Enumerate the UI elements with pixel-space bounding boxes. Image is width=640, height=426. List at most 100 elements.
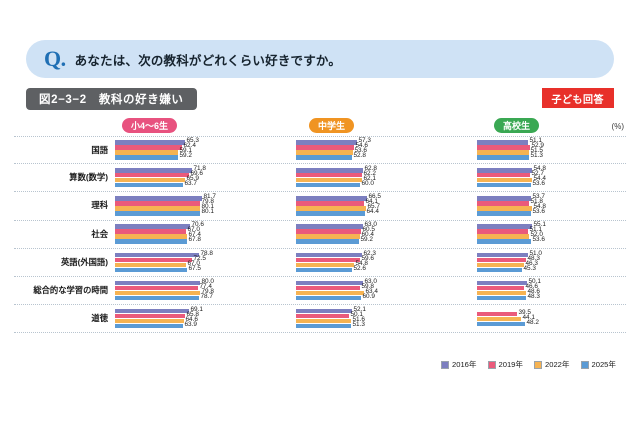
bar-group-2: 57.3 54.6 53.6 52.8	[296, 137, 477, 162]
bar-2022年	[115, 178, 185, 183]
bar-2019年	[477, 173, 530, 178]
row-groups: 65.3 62.4 59.1 59.2 57.3 54.6 53.6 52.8 51.1 52.9…	[115, 137, 640, 163]
bar-2025年	[296, 267, 352, 273]
row-label-2: 算数(数学)	[69, 172, 108, 183]
chart-container: 小4〜6生 中学生 高校生 (%) 国語 65.3 62.4 59.1 59.2 57.3…	[14, 116, 626, 361]
bar-line: 59.2	[115, 152, 296, 160]
legend-label: 2022年	[545, 360, 570, 369]
bar-line: 64.4	[296, 208, 477, 216]
bar-value-label: 67.5	[188, 264, 201, 272]
bar-line: 51.1	[477, 227, 640, 234]
group-pill-junior: 中学生	[309, 118, 355, 133]
bar-2022年	[477, 178, 532, 183]
bar-line: 59.8	[296, 283, 477, 291]
bar-value-label: 51.3	[530, 152, 543, 160]
bar-line: 63.0	[296, 222, 477, 229]
bar-value-label: 60.0	[361, 180, 374, 188]
bar-value-label: 78.7	[200, 292, 213, 300]
bar-value-label: 80.1	[201, 208, 214, 216]
bar-value-label: 64.4	[366, 208, 379, 216]
bar-group-2: 62.3 59.6 54.8 52.6	[296, 249, 477, 274]
bar-line: 80.0	[115, 278, 296, 286]
bar-line: 77.4	[115, 283, 296, 291]
table-row: 総合的な学習の時間 80.0 77.4 79.8 78.7 63.0 59.8 63.4 60.…	[14, 277, 626, 306]
bar-line: 53.6	[477, 180, 640, 188]
bar-value-label: 59.2	[179, 152, 192, 160]
bar-2025年	[296, 155, 352, 160]
bar-value-label: 62.3	[363, 249, 376, 257]
bar-value-label: 71.8	[193, 165, 206, 173]
bar-2016年	[296, 224, 363, 229]
bar-value-label: 51.3	[352, 321, 365, 328]
bar-line: 60.0	[296, 180, 477, 188]
question-marker: Q.	[44, 46, 66, 71]
bar-2016年	[296, 280, 363, 286]
bar-2025年	[477, 211, 531, 216]
bar-2019年	[477, 257, 526, 263]
bar-2025年	[477, 321, 525, 326]
bar-2025年	[115, 155, 178, 160]
bar-value-label: 53.7	[532, 193, 545, 201]
bar-value-label: 52.9	[531, 142, 544, 150]
bar-2025年	[296, 324, 351, 329]
bar-group-3: 54.8 52.7 54.4 53.6	[477, 165, 640, 189]
bar-line: 48.2	[477, 319, 640, 326]
bar-group-2: 52.1 50.1 51.6 51.3	[296, 306, 477, 330]
bar-2019年	[296, 145, 354, 150]
bar-value-label: 54.4	[533, 175, 546, 183]
bar-2016年	[477, 196, 531, 201]
legend-label: 2016年	[452, 360, 477, 369]
bar-line: 65.9	[115, 175, 296, 183]
bar-group-1: 81.7 79.8 80.1 80.1	[115, 193, 296, 217]
row-label-7: 道徳	[91, 313, 108, 324]
bar-2019年	[296, 285, 360, 291]
bar-value-label: 53.6	[532, 180, 545, 188]
bar-group-1: 69.1 65.8 64.6 63.9	[115, 306, 296, 330]
bar-2022年	[477, 262, 524, 268]
bar-value-label: 78.8	[200, 249, 213, 257]
bar-line: 48.6	[477, 288, 640, 296]
bar-value-label: 60.4	[361, 231, 374, 239]
bar-value-label: 57.3	[358, 137, 371, 145]
bar-2019年	[296, 201, 364, 206]
bar-line: 67.4	[115, 232, 296, 239]
bar-value-label: 62.4	[183, 142, 196, 150]
bar-line: 50.1	[477, 278, 640, 286]
row-groups: 69.1 65.8 64.6 63.9 52.1 50.1 51.6 51.3 39.5 44.1…	[115, 305, 640, 332]
bar-2025年	[296, 295, 361, 301]
bar-2022年	[115, 319, 184, 324]
row-groups: 78.8 72.5 67.0 67.5 62.3 59.6 54.8 52.6 51.0 48.3…	[115, 249, 640, 276]
bar-value-label: 64.6	[185, 316, 198, 324]
bar-2025年	[477, 239, 531, 244]
bar-line: 60.5	[296, 227, 477, 234]
bar-line: 69.1	[115, 306, 296, 314]
bar-line: 53.7	[477, 193, 640, 201]
bar-line: 51.3	[296, 321, 477, 329]
bar-line: 59.6	[296, 255, 477, 263]
bar-group-2: 62.8 62.2 62.1 60.0	[296, 165, 477, 189]
bar-value-label: 62.1	[363, 175, 376, 183]
bar-2022年	[115, 206, 200, 211]
bar-2019年	[115, 173, 189, 178]
status-badge: 子ども回答	[541, 88, 614, 108]
bar-2025年	[477, 155, 529, 160]
bar-value-label: 45.3	[523, 264, 536, 272]
bar-line: 51.8	[477, 198, 640, 206]
bar-2019年	[296, 257, 360, 263]
bar-value-label: 54.6	[355, 142, 368, 150]
bar-2019年	[115, 229, 186, 234]
bar-2016年	[296, 196, 367, 201]
bar-line: 81.7	[115, 193, 296, 201]
bar-line: 45.3	[477, 264, 640, 273]
bar-2025年	[296, 239, 359, 244]
bar-2016年	[477, 224, 532, 229]
bar-2019年	[115, 145, 182, 150]
chart-rows: 国語 65.3 62.4 59.1 59.2 57.3 54.6 53.6 52.8 51.1 52…	[14, 136, 626, 334]
row-label-3: 理科	[91, 200, 108, 211]
bar-group-2: 66.5 64.1 65.7 64.4	[296, 193, 477, 217]
bar-value-label: 54.8	[533, 203, 546, 211]
bar-value-label: 52.8	[353, 152, 366, 160]
bar-line: 64.6	[115, 316, 296, 324]
bar-line: 48.3	[477, 293, 640, 301]
bar-line: 63.0	[296, 278, 477, 286]
